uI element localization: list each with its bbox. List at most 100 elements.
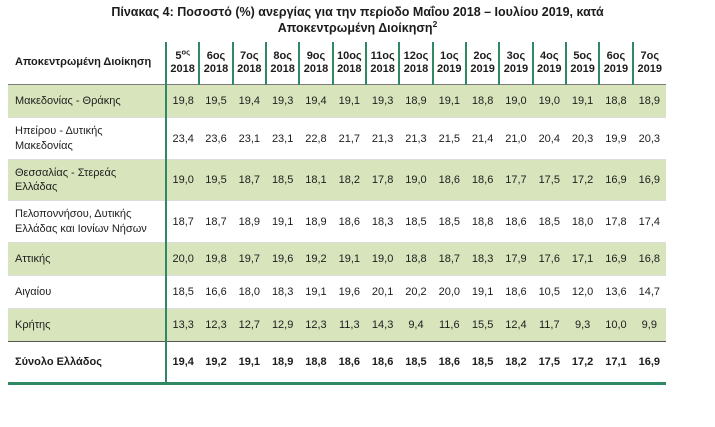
row-header: Σύνολο Ελλάδος [8, 341, 167, 384]
data-cell: 18,9 [271, 356, 294, 369]
column-year: 2018 [403, 63, 429, 76]
row-header: Αττικής [8, 242, 167, 276]
row-header: Πελοποννήσου, Δυτικής Ελλάδας και Ιονίων… [8, 200, 167, 243]
column-header: 1ος 2019 [431, 42, 466, 85]
data-cell: 10,5 [538, 286, 560, 299]
data-cell: 19,6 [271, 253, 294, 266]
data-cell: 18,6 [438, 174, 460, 187]
data-cell: 16,9 [605, 253, 627, 266]
data-cell: 21,3 [371, 132, 394, 145]
column-header: 11ος 2018 [364, 42, 400, 85]
table-row: Μακεδονίας - Θράκης 19,8 19,5 19,4 19,3 19,4 1… [8, 84, 666, 118]
row-header: Θεσσαλίας - Στερεάς Ελλάδας [8, 159, 167, 201]
data-cell: 18,9 [238, 215, 261, 228]
data-cell: 23,1 [271, 132, 294, 145]
table-row: Θεσσαλίας - Στερεάς Ελλάδας 19,0 19,5 18,7 1… [8, 159, 666, 201]
column-year: 2019 [637, 63, 663, 76]
column-month: 12ος [403, 49, 429, 62]
data-cell: 19,3 [371, 95, 394, 108]
data-cell: 18,9 [305, 215, 327, 228]
data-cell: 14,3 [371, 319, 394, 332]
data-cell: 18,5 [172, 286, 194, 299]
column-month: 10ος [336, 49, 362, 62]
data-cell: 11,3 [339, 319, 360, 332]
column-month: 1ος [440, 49, 459, 62]
data-cell: 20,4 [538, 132, 560, 145]
column-month: 5ος [573, 49, 592, 62]
data-cell: 17,2 [571, 174, 594, 187]
column-header: 6ος 2018 [198, 42, 233, 85]
data-cell: 18,5 [405, 356, 427, 369]
column-header: 10ος 2018 [331, 42, 366, 85]
column-year: 2019 [437, 63, 462, 76]
data-cell: 21,0 [505, 132, 527, 145]
data-cell: 20,2 [405, 286, 427, 299]
data-cell: 9,9 [641, 319, 657, 332]
row-header: Κρήτης [8, 308, 167, 342]
data-cell: 23,1 [238, 132, 261, 145]
data-cell: 18,5 [271, 174, 294, 187]
data-cell: 18,6 [338, 215, 361, 228]
data-cell: 18,3 [371, 215, 394, 228]
data-cell: 18,6 [505, 215, 527, 228]
table-row: Αιγαίου 18,5 16,6 18,0 18,3 19,1 19,6 20,1 20,2 2… [8, 275, 666, 309]
data-cell: 18,2 [338, 174, 361, 187]
column-year: 2019 [537, 63, 562, 76]
data-cell: 17,6 [538, 253, 560, 266]
data-cell: 21,7 [338, 132, 361, 145]
data-cell: 23,4 [172, 132, 194, 145]
table-row: Αττικής 20,0 19,8 19,7 19,6 19,2 19,1 19,0 18,8 1… [8, 242, 666, 276]
data-cell: 18,3 [471, 253, 494, 266]
data-cell: 12,9 [271, 319, 294, 332]
data-cell: 17,7 [505, 174, 527, 187]
data-cell: 17,1 [605, 356, 627, 369]
data-cell: 19,2 [205, 356, 227, 369]
column-month: 3ος [506, 49, 526, 62]
data-cell: 10,0 [605, 319, 627, 332]
data-cell: 19,5 [205, 95, 227, 108]
column-year: 2018 [270, 63, 295, 76]
data-cell: 19,0 [172, 174, 194, 187]
data-cell: 12,3 [305, 319, 327, 332]
data-cell: 18,6 [338, 356, 361, 369]
column-month: 11ος [370, 49, 395, 62]
data-cell: 18,0 [238, 286, 261, 299]
data-cell: 19,2 [305, 253, 327, 266]
column-header: 2ος 2019 [464, 42, 500, 85]
data-cell: 19,9 [605, 132, 627, 145]
data-cell: 18,8 [405, 253, 427, 266]
data-cell: 21,3 [405, 132, 427, 145]
table-body: Μακεδονίας - Θράκης 19,8 19,5 19,4 19,3 19,4 1… [8, 84, 666, 384]
data-cell: 18,3 [271, 286, 294, 299]
data-cell: 11,6 [438, 319, 460, 332]
data-cell: 9,4 [408, 319, 424, 332]
data-cell: 22,8 [305, 132, 327, 145]
data-cell: 18,5 [438, 215, 460, 228]
data-cell: 19,0 [505, 95, 527, 108]
table-header: Αποκεντρωμένη Διοίκηση 5ος 2018 6ος 2018 7ος… [8, 42, 666, 85]
column-year: 2019 [470, 63, 495, 76]
data-cell: 20,0 [438, 286, 460, 299]
data-cell: 19,8 [205, 253, 227, 266]
row-header: Αιγαίου [8, 275, 167, 309]
column-month: 8ος [273, 49, 292, 62]
column-header: 3ος 2019 [498, 42, 533, 85]
data-cell: 18,8 [305, 356, 327, 369]
table-row: Κρήτης 13,3 12,3 12,7 12,9 12,3 11,3 14,3 9,4 11,… [8, 308, 666, 342]
column-header: 12ος 2018 [398, 42, 433, 85]
column-month: 7ος [240, 49, 259, 62]
column-header: 6ος 2019 [598, 42, 633, 85]
column-month: 6ος [206, 49, 226, 62]
column-header: 5ος 2018 [164, 42, 200, 85]
column-header: 8ος 2018 [264, 42, 300, 85]
data-cell: 18,1 [305, 174, 327, 187]
data-cell: 12,3 [205, 319, 227, 332]
data-cell: 19,1 [471, 286, 494, 299]
data-cell: 18,6 [371, 356, 394, 369]
data-cell: 20,0 [172, 253, 194, 266]
data-cell: 19,1 [305, 286, 327, 299]
column-year: 2018 [337, 63, 362, 76]
data-cell: 17,5 [538, 174, 560, 187]
unemployment-table: Αποκεντρωμένη Διοίκηση 5ος 2018 6ος 2018 7ος… [8, 42, 666, 385]
